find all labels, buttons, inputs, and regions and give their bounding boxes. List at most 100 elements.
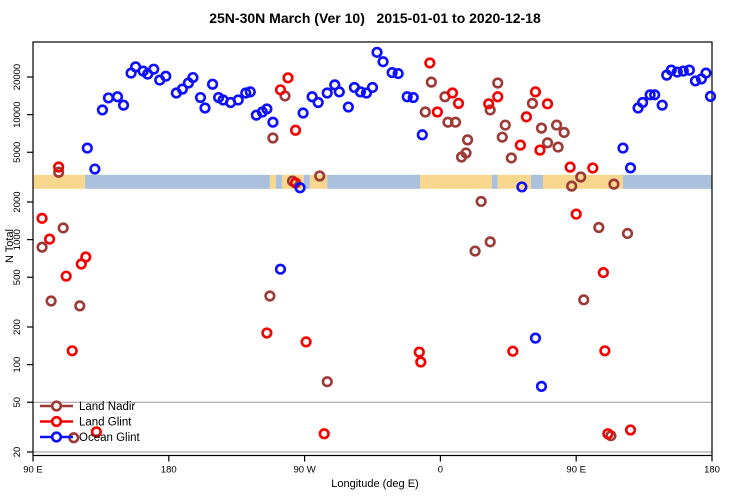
data-point-land-glint (274, 84, 287, 96)
y-tick-label: 100 (12, 357, 23, 373)
data-point-land-glint (43, 233, 56, 245)
data-point-land-glint (599, 345, 611, 357)
data-point-land-nadir (321, 376, 333, 388)
data-point-land-nadir (566, 180, 578, 192)
data-point-land-glint (520, 111, 533, 123)
plot-border (32, 41, 713, 457)
data-point-ocean-glint (232, 94, 244, 106)
data-point-land-nadir (36, 241, 48, 253)
data-point-ocean-glint (656, 99, 668, 111)
data-point-land-nadir (45, 295, 57, 307)
data-point-land-nadir (550, 119, 563, 131)
data-point-land-nadir (552, 141, 564, 153)
data-point-ocean-glint (535, 380, 548, 392)
data-point-ocean-glint (194, 91, 207, 104)
x-tick-label: 90 W (294, 465, 316, 476)
data-point-land-nadir (57, 222, 69, 234)
data-point-land-glint (424, 57, 436, 69)
data-point-land-nadir (419, 106, 431, 118)
data-point-ocean-glint (360, 87, 373, 99)
data-point-land-glint (415, 356, 427, 368)
x-axis-label: Longitude (deg E) (331, 478, 419, 490)
data-point-ocean-glint (321, 87, 333, 99)
data-point-land-nadir (460, 147, 472, 159)
data-point-ocean-glint (354, 86, 367, 98)
data-point-ocean-glint (81, 142, 93, 154)
data-point-ocean-glint (294, 182, 306, 194)
data-point-land-glint (564, 161, 576, 173)
data-point-land-glint (570, 208, 582, 220)
surface-band-segment-ocean (622, 174, 712, 189)
data-point-land-glint (534, 144, 546, 156)
data-point-land-nadir (593, 221, 605, 234)
surface-band-segment-land (269, 174, 276, 189)
data-point-land-glint (602, 428, 614, 440)
data-point-land-glint (90, 426, 102, 438)
data-point-land-nadir (499, 119, 511, 131)
data-point-land-glint (507, 345, 519, 357)
data-point-land-glint (318, 428, 330, 440)
data-point-land-nadir (449, 116, 462, 128)
data-point-land-nadir (492, 77, 504, 89)
data-point-ocean-glint (176, 83, 188, 95)
data-point-land-nadir (267, 132, 279, 144)
surface-band-segment-ocean (530, 174, 544, 189)
data-point-land-glint (289, 124, 302, 136)
data-point-ocean-glint (683, 64, 695, 76)
data-point-ocean-glint (111, 91, 124, 103)
surface-band-segment-ocean (85, 174, 270, 189)
surface-band-segment-ocean (327, 174, 421, 189)
data-point-land-glint (60, 270, 72, 282)
data-point-ocean-glint (700, 67, 712, 79)
data-point-land-nadir (484, 236, 496, 248)
surface-band-segment-ocean (303, 174, 310, 189)
data-point-land-nadir (558, 126, 570, 139)
data-point-ocean-glint (704, 90, 717, 102)
data-point-land-glint (261, 327, 273, 339)
data-point-ocean-glint (267, 116, 279, 128)
data-point-ocean-glint (199, 102, 211, 114)
y-tick-label: 20000 (12, 64, 23, 90)
data-point-ocean-glint (342, 101, 354, 113)
data-point-land-nadir (535, 122, 548, 134)
data-point-ocean-glint (160, 70, 172, 82)
data-point-ocean-glint (371, 46, 383, 58)
data-point-land-nadir (484, 104, 496, 116)
data-point-land-nadir (621, 227, 634, 240)
data-point-ocean-glint (416, 129, 428, 141)
legend-label: Ocean Glint (79, 432, 141, 444)
data-point-ocean-glint (312, 96, 324, 109)
y-tick-label: 1000 (12, 229, 23, 250)
data-point-ocean-glint (117, 99, 130, 111)
data-point-ocean-glint (644, 89, 656, 101)
y-tick-label: 500 (12, 269, 23, 285)
data-point-land-glint (36, 212, 48, 224)
data-point-land-glint (529, 86, 542, 98)
y-tick-label: 20 (12, 447, 23, 458)
y-tick-label: 2000 (12, 191, 23, 212)
legend-marker (50, 400, 63, 412)
data-point-land-glint (624, 424, 637, 436)
data-point-ocean-glint (689, 75, 702, 87)
data-point-land-glint (492, 91, 504, 103)
y-tick-label: 50 (12, 397, 23, 408)
data-point-ocean-glint (102, 92, 115, 104)
data-point-land-glint (53, 161, 65, 173)
data-point-land-glint (587, 162, 599, 174)
data-point-land-nadir (74, 300, 86, 312)
y-tick-label: 10000 (12, 101, 23, 127)
surface-band-segment-land (420, 174, 492, 189)
data-point-land-nadir (608, 178, 620, 190)
data-point-ocean-glint (617, 142, 629, 154)
x-tick-label: 180 (161, 465, 177, 476)
data-point-ocean-glint (377, 56, 389, 68)
data-point-land-nadir (425, 76, 437, 88)
data-point-land-glint (597, 266, 609, 279)
data-point-ocean-glint (401, 91, 413, 103)
data-point-ocean-glint (261, 103, 273, 115)
data-point-land-nadir (469, 245, 481, 257)
data-point-land-nadir (264, 290, 276, 302)
data-point-land-nadir (578, 294, 590, 306)
